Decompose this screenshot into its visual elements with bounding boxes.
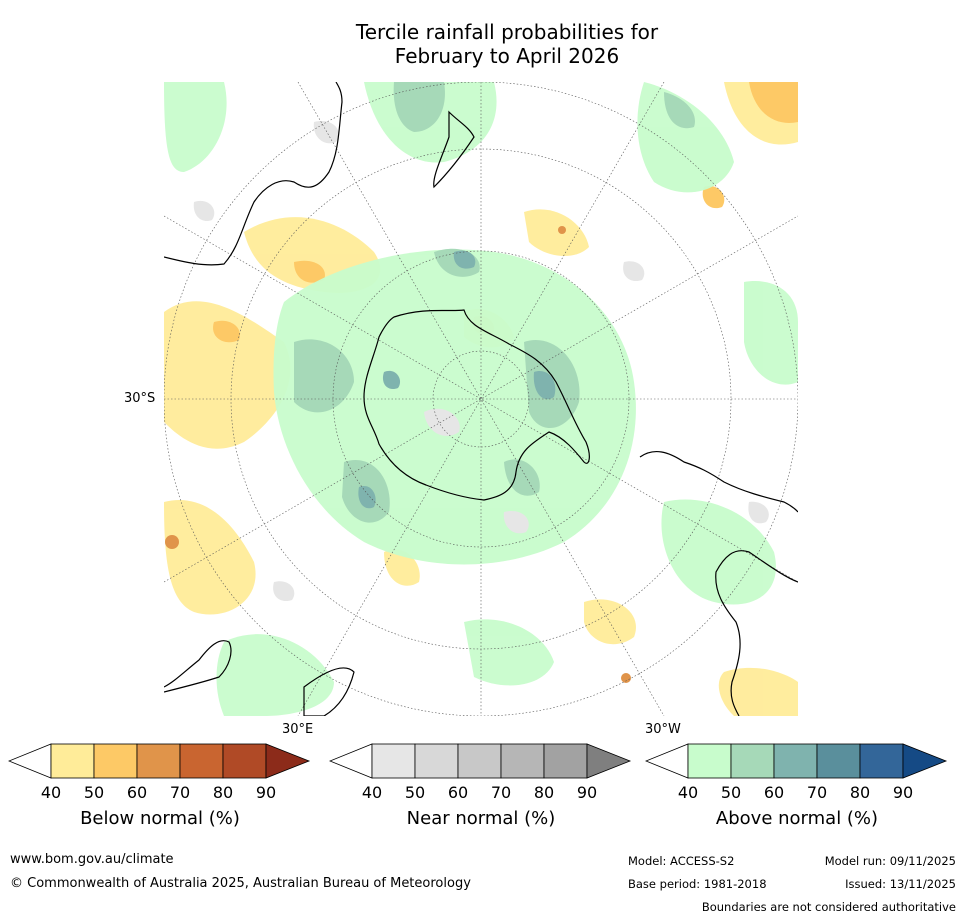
near-bar-segment-70 — [500, 743, 545, 779]
near-tick-90: 90 — [576, 783, 598, 802]
model-run: Model run: 09/11/2025 — [824, 854, 956, 868]
new-zealand-coastline — [433, 110, 475, 189]
above-bar-segment-50 — [730, 743, 775, 779]
above-tick-60: 60 — [763, 783, 785, 802]
near-normal-shading — [193, 121, 769, 602]
title-line-2: February to April 2026 — [394, 44, 620, 68]
polar-map — [164, 82, 798, 716]
above-normal-label: Above normal (%) — [715, 808, 879, 829]
above-bar-below-40 — [645, 743, 689, 779]
below-tick-80: 80 — [212, 783, 234, 802]
near-bar-segment-60 — [457, 743, 502, 779]
near-tick-70: 70 — [490, 783, 512, 802]
below-bar-segment-40 — [50, 743, 95, 779]
above-tick-90: 90 — [892, 783, 914, 802]
near-bar-segment-80 — [543, 743, 588, 779]
madagascar-coastline — [303, 667, 355, 716]
below-tick-50: 50 — [83, 783, 105, 802]
near-tick-50: 50 — [404, 783, 426, 802]
below-tick-70: 70 — [169, 783, 191, 802]
near-bar-above-90 — [586, 743, 632, 779]
below-tick-40: 40 — [40, 783, 62, 802]
colorbar-above-normal — [645, 743, 948, 779]
below-tick-60: 60 — [126, 783, 148, 802]
near-tick-40: 40 — [361, 783, 383, 802]
near-bar-segment-50 — [414, 743, 459, 779]
below-bar-segment-50 — [93, 743, 138, 779]
antarctica-coastline — [363, 309, 590, 501]
australia-coastline — [164, 82, 343, 266]
latitude-label-30s: 30°S — [124, 391, 156, 406]
title-line-1: Tercile rainfall probabilities for — [355, 20, 659, 44]
colorbar-near-normal — [329, 743, 632, 779]
website-link[interactable]: www.bom.gov.au/climate — [10, 852, 174, 867]
above-tick-70: 70 — [806, 783, 828, 802]
below-tick-90: 90 — [255, 783, 277, 802]
below-bar-below-40 — [8, 743, 52, 779]
near-normal-label: Near normal (%) — [406, 808, 556, 829]
above-tick-40: 40 — [677, 783, 699, 802]
boundary-disclaimer: Boundaries are not considered authoritat… — [701, 900, 956, 914]
near-tick-80: 80 — [533, 783, 555, 802]
below-normal-label: Below normal (%) — [80, 808, 240, 829]
copyright-text: © Commonwealth of Australia 2025, Austra… — [10, 876, 471, 891]
base-period: Base period: 1981-2018 — [628, 877, 767, 891]
issued-date: Issued: 13/11/2025 — [845, 877, 956, 891]
above-bar-segment-40 — [687, 743, 732, 779]
above-bar-segment-60 — [773, 743, 818, 779]
colorbar-below-normal — [8, 743, 311, 779]
below-bar-segment-60 — [136, 743, 181, 779]
below-bar-above-90 — [265, 743, 311, 779]
longitude-label-30e: 30°E — [282, 722, 314, 737]
below-bar-segment-80 — [222, 743, 267, 779]
below-bar-segment-70 — [179, 743, 224, 779]
graticule — [164, 82, 798, 716]
model-name: Model: ACCESS-S2 — [628, 854, 735, 868]
near-tick-60: 60 — [447, 783, 469, 802]
south-america-coastline — [639, 450, 798, 716]
above-bar-above-90 — [902, 743, 948, 779]
near-bar-segment-40 — [371, 743, 416, 779]
near-bar-below-40 — [329, 743, 373, 779]
above-bar-segment-70 — [816, 743, 861, 779]
above-normal-high — [358, 250, 556, 509]
below-normal-high — [165, 226, 631, 683]
africa-coastline — [164, 640, 232, 693]
map-svg — [164, 82, 798, 716]
above-tick-80: 80 — [849, 783, 871, 802]
above-tick-50: 50 — [720, 783, 742, 802]
longitude-label-30w: 30°W — [645, 722, 681, 737]
above-bar-segment-80 — [859, 743, 904, 779]
chart-title: Tercile rainfall probabilities for Febru… — [0, 20, 965, 68]
